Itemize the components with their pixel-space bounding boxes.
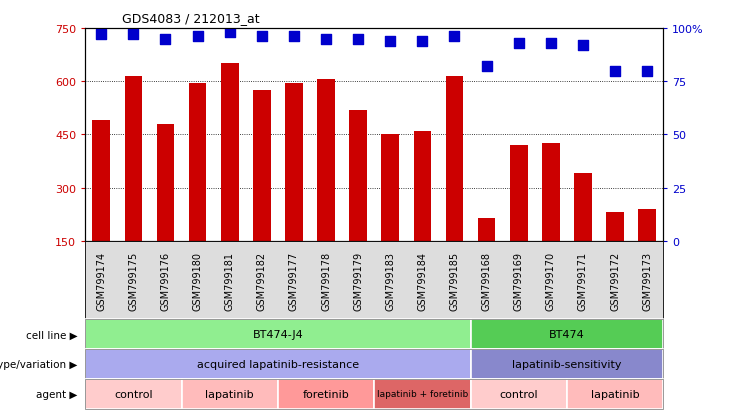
Point xyxy=(352,36,364,43)
Point xyxy=(513,40,525,47)
Bar xyxy=(638,209,656,241)
Point xyxy=(224,30,236,36)
Point xyxy=(96,32,107,38)
Bar xyxy=(93,121,110,241)
Text: GSM799178: GSM799178 xyxy=(321,251,331,310)
Bar xyxy=(382,135,399,241)
Point xyxy=(609,68,621,75)
Text: GSM799185: GSM799185 xyxy=(450,251,459,310)
Point xyxy=(127,32,139,38)
Text: foretinib: foretinib xyxy=(302,389,350,399)
Text: lapatinib: lapatinib xyxy=(591,389,639,399)
Point xyxy=(159,36,171,43)
Text: GSM799184: GSM799184 xyxy=(417,251,428,310)
Text: GSM799174: GSM799174 xyxy=(96,251,106,310)
Bar xyxy=(124,77,142,241)
Text: GSM799182: GSM799182 xyxy=(257,251,267,310)
Text: GSM799172: GSM799172 xyxy=(610,251,620,310)
Text: genotype/variation ▶: genotype/variation ▶ xyxy=(0,359,78,369)
Bar xyxy=(445,77,463,241)
Point xyxy=(481,64,493,71)
Point xyxy=(545,40,556,47)
Bar xyxy=(542,144,559,241)
Point xyxy=(192,34,204,41)
Bar xyxy=(156,124,174,241)
Bar xyxy=(510,146,528,241)
Text: GSM799168: GSM799168 xyxy=(482,251,491,310)
Text: GSM799180: GSM799180 xyxy=(193,251,202,310)
Bar xyxy=(606,213,624,241)
Text: GSM799179: GSM799179 xyxy=(353,251,363,310)
Text: acquired lapatinib-resistance: acquired lapatinib-resistance xyxy=(197,359,359,369)
Text: GSM799177: GSM799177 xyxy=(289,251,299,310)
Text: GSM799181: GSM799181 xyxy=(225,251,235,310)
Point xyxy=(288,34,300,41)
Text: GSM799183: GSM799183 xyxy=(385,251,395,310)
Text: GSM799175: GSM799175 xyxy=(128,251,139,310)
Bar xyxy=(478,218,496,241)
Text: GSM799170: GSM799170 xyxy=(546,251,556,310)
Text: GDS4083 / 212013_at: GDS4083 / 212013_at xyxy=(122,12,260,25)
Text: BT474: BT474 xyxy=(549,330,585,339)
Bar xyxy=(189,84,207,241)
Text: agent ▶: agent ▶ xyxy=(36,389,78,399)
Bar xyxy=(253,91,270,241)
Point xyxy=(320,36,332,43)
Text: lapatinib-sensitivity: lapatinib-sensitivity xyxy=(512,359,622,369)
Point xyxy=(416,38,428,45)
Bar xyxy=(221,64,239,241)
Text: GSM799176: GSM799176 xyxy=(161,251,170,310)
Text: GSM799173: GSM799173 xyxy=(642,251,652,310)
Point xyxy=(641,68,653,75)
Point xyxy=(256,34,268,41)
Text: cell line ▶: cell line ▶ xyxy=(26,330,78,339)
Text: lapatinib + foretinib: lapatinib + foretinib xyxy=(376,389,468,399)
Point xyxy=(385,38,396,45)
Bar xyxy=(413,131,431,241)
Text: BT474-J4: BT474-J4 xyxy=(253,330,303,339)
Text: lapatinib: lapatinib xyxy=(205,389,254,399)
Point xyxy=(448,34,460,41)
Bar xyxy=(349,110,367,241)
Bar xyxy=(574,174,592,241)
Bar xyxy=(285,84,303,241)
Point xyxy=(577,43,589,49)
Bar xyxy=(317,80,335,241)
Text: control: control xyxy=(499,389,538,399)
Text: control: control xyxy=(114,389,153,399)
Text: GSM799169: GSM799169 xyxy=(514,251,524,310)
Text: GSM799171: GSM799171 xyxy=(578,251,588,310)
